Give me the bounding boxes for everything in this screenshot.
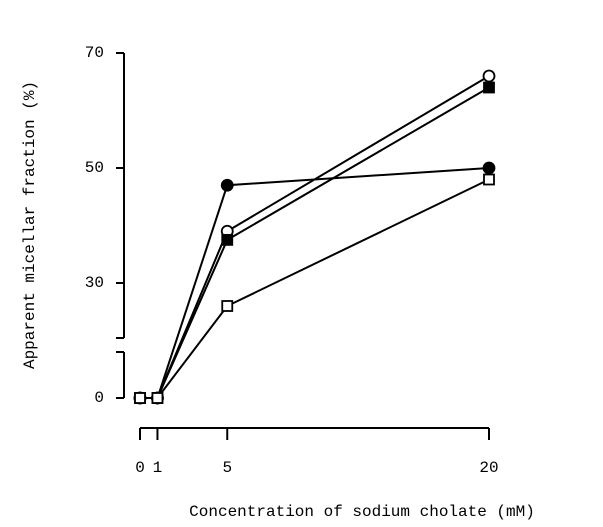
marker	[483, 173, 495, 186]
marker	[221, 233, 234, 246]
marker	[151, 392, 164, 404]
x-tick-label: 1	[153, 459, 163, 477]
marker	[482, 161, 496, 175]
y-tick-label: 50	[85, 159, 104, 177]
marker	[482, 69, 496, 83]
x-tick-label: 20	[479, 459, 498, 477]
x-tick-label: 0	[135, 459, 145, 477]
y-axis-label: Apparent micellar fraction (%)	[21, 81, 39, 369]
series-line	[140, 75, 490, 399]
x-tick-label: 5	[222, 459, 232, 477]
marker	[220, 178, 234, 192]
x-axis-label: Concentration of sodium cholate (mM)	[189, 503, 535, 521]
marker	[483, 81, 495, 94]
y-tick-label: 30	[85, 274, 104, 292]
series-line	[140, 167, 490, 399]
y-tick-label: 0	[94, 389, 104, 407]
y-tick-label: 70	[85, 44, 104, 62]
marker	[134, 392, 146, 404]
series-line	[140, 178, 490, 399]
marker	[221, 300, 234, 312]
